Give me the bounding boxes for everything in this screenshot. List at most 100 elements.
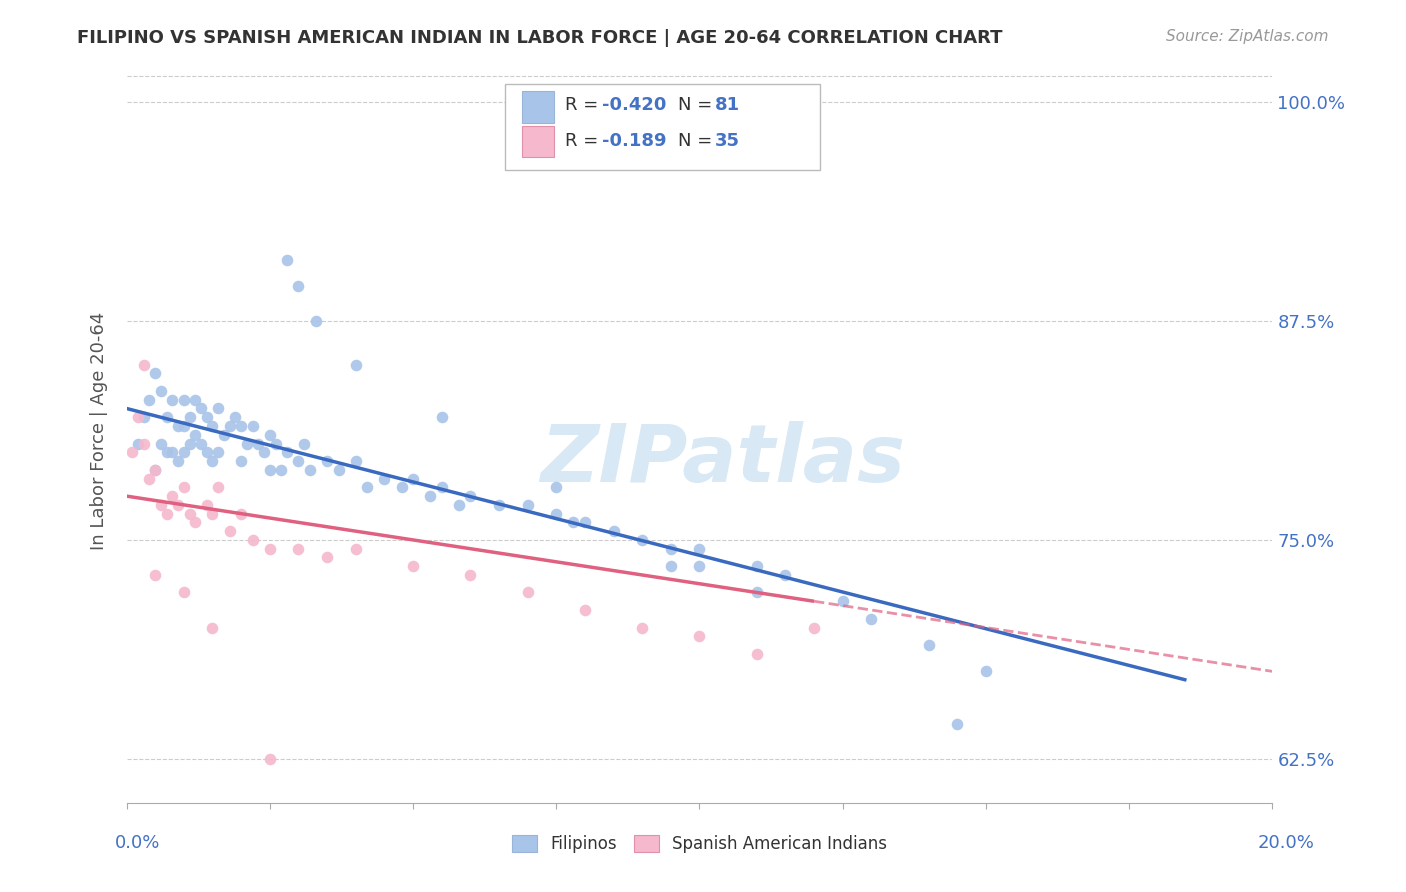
Text: FILIPINO VS SPANISH AMERICAN INDIAN IN LABOR FORCE | AGE 20-64 CORRELATION CHART: FILIPINO VS SPANISH AMERICAN INDIAN IN L… bbox=[77, 29, 1002, 46]
Point bbox=[775, 568, 797, 582]
Point bbox=[344, 541, 367, 556]
Point bbox=[190, 401, 212, 416]
Point bbox=[207, 401, 229, 416]
Text: 35: 35 bbox=[714, 132, 740, 151]
Point bbox=[860, 612, 883, 626]
Point bbox=[447, 498, 470, 512]
Point bbox=[270, 463, 292, 477]
Text: -0.420: -0.420 bbox=[602, 96, 666, 114]
Point bbox=[745, 559, 768, 574]
Text: -0.189: -0.189 bbox=[602, 132, 666, 151]
Point bbox=[259, 427, 281, 442]
Point bbox=[247, 436, 270, 450]
Point bbox=[631, 621, 654, 635]
Point bbox=[659, 541, 682, 556]
Point bbox=[745, 647, 768, 661]
Point bbox=[218, 419, 240, 434]
Point bbox=[430, 410, 453, 425]
Point bbox=[190, 436, 212, 450]
Point bbox=[402, 472, 425, 486]
Point bbox=[201, 507, 224, 521]
Point bbox=[132, 410, 155, 425]
Point bbox=[689, 541, 711, 556]
Point bbox=[156, 410, 179, 425]
Point bbox=[127, 410, 149, 425]
Point bbox=[344, 454, 367, 468]
Point bbox=[231, 419, 253, 434]
Point bbox=[803, 621, 825, 635]
Point bbox=[287, 454, 309, 468]
Point bbox=[173, 480, 195, 494]
Point bbox=[242, 533, 264, 547]
Point bbox=[149, 436, 172, 450]
Point bbox=[167, 498, 190, 512]
Point bbox=[162, 445, 184, 459]
Point bbox=[179, 410, 201, 425]
Point bbox=[162, 489, 184, 503]
Point bbox=[264, 436, 287, 450]
Point bbox=[242, 419, 264, 434]
FancyBboxPatch shape bbox=[522, 126, 554, 157]
Point bbox=[458, 568, 481, 582]
Point bbox=[231, 507, 253, 521]
Point bbox=[201, 419, 224, 434]
Y-axis label: In Labor Force | Age 20-64: In Labor Force | Age 20-64 bbox=[90, 311, 108, 549]
Text: ZIPatlas: ZIPatlas bbox=[540, 421, 905, 500]
Point bbox=[156, 445, 179, 459]
Point bbox=[236, 436, 259, 450]
Point bbox=[430, 480, 453, 494]
Point bbox=[373, 472, 395, 486]
Point bbox=[276, 445, 298, 459]
Point bbox=[143, 367, 166, 381]
Point bbox=[259, 541, 281, 556]
Point bbox=[974, 665, 997, 679]
Point bbox=[276, 252, 298, 267]
Point bbox=[173, 585, 195, 599]
Point bbox=[167, 454, 190, 468]
Point bbox=[132, 358, 155, 372]
FancyBboxPatch shape bbox=[522, 92, 554, 123]
Point bbox=[292, 436, 315, 450]
Point bbox=[201, 621, 224, 635]
Text: R =: R = bbox=[565, 132, 605, 151]
Point bbox=[253, 445, 276, 459]
Point bbox=[143, 463, 166, 477]
Point bbox=[689, 559, 711, 574]
Point bbox=[121, 445, 143, 459]
Point bbox=[259, 463, 281, 477]
Point bbox=[143, 568, 166, 582]
Point bbox=[184, 427, 207, 442]
Point bbox=[162, 392, 184, 407]
Point bbox=[212, 427, 235, 442]
Point bbox=[516, 585, 538, 599]
Point bbox=[918, 638, 941, 652]
Point bbox=[173, 445, 195, 459]
Point bbox=[328, 463, 350, 477]
Text: 20.0%: 20.0% bbox=[1258, 834, 1315, 852]
Point bbox=[149, 498, 172, 512]
Point bbox=[231, 454, 253, 468]
Point bbox=[546, 480, 568, 494]
Text: R =: R = bbox=[565, 96, 605, 114]
Point bbox=[516, 498, 538, 512]
Point bbox=[488, 498, 510, 512]
Point bbox=[179, 436, 201, 450]
Point bbox=[298, 463, 321, 477]
Point bbox=[207, 480, 229, 494]
Point bbox=[316, 550, 339, 565]
Point bbox=[356, 480, 378, 494]
Point bbox=[195, 498, 218, 512]
Point bbox=[631, 533, 654, 547]
Point bbox=[143, 463, 166, 477]
Text: 0.0%: 0.0% bbox=[115, 834, 160, 852]
Point bbox=[304, 314, 326, 328]
Point bbox=[316, 454, 339, 468]
Point bbox=[156, 507, 179, 521]
Point bbox=[689, 629, 711, 643]
Text: Source: ZipAtlas.com: Source: ZipAtlas.com bbox=[1166, 29, 1329, 44]
Point bbox=[458, 489, 481, 503]
Point bbox=[224, 410, 246, 425]
Point bbox=[287, 278, 309, 293]
Point bbox=[207, 445, 229, 459]
Point bbox=[132, 436, 155, 450]
